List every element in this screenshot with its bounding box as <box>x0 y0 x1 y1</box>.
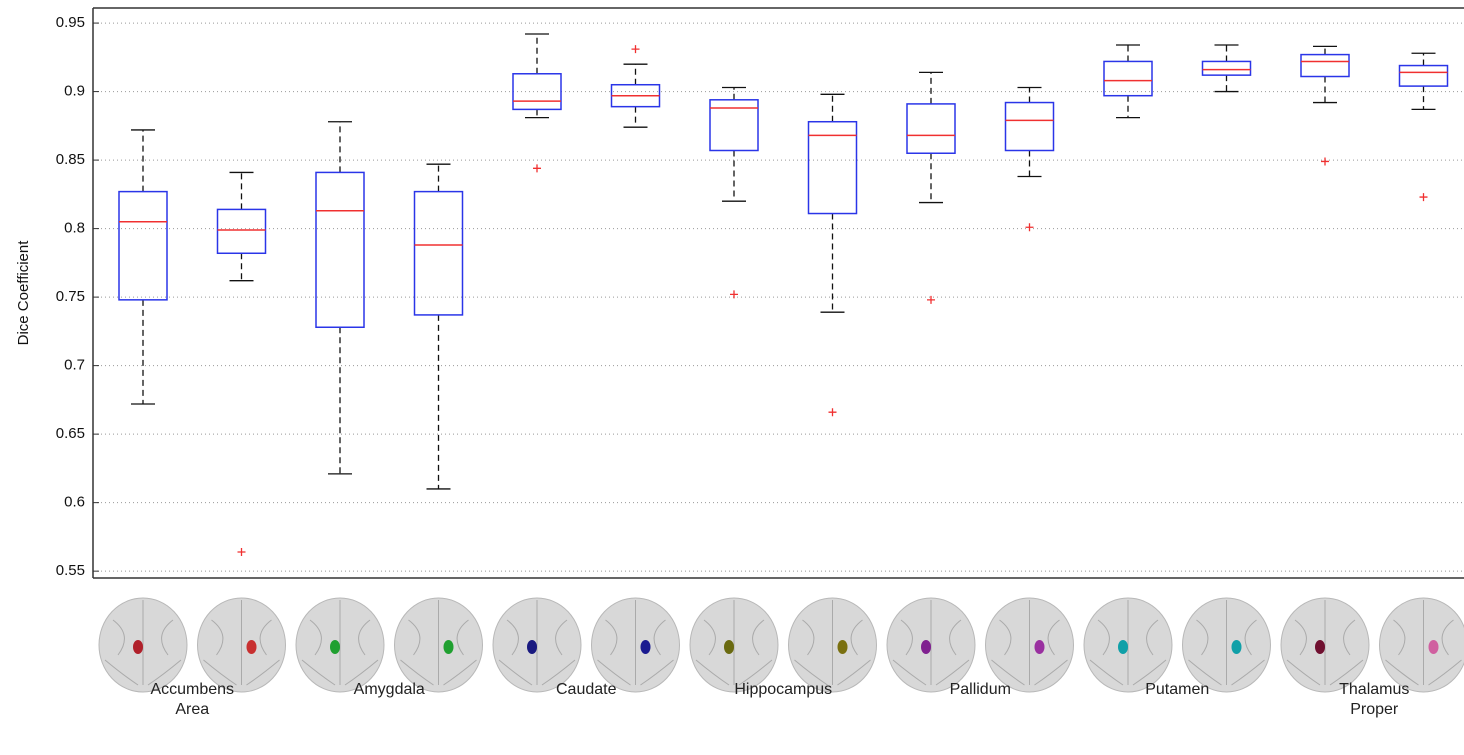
brain-thumbnail <box>296 598 384 692</box>
brain-region <box>527 640 537 654</box>
brain-region <box>1429 640 1439 654</box>
y-tick-label: 0.95 <box>56 14 85 31</box>
y-tick-label: 0.65 <box>56 425 85 442</box>
brain-thumbnail <box>1084 598 1172 692</box>
brain-region <box>838 640 848 654</box>
brain-thumbnail <box>592 598 680 692</box>
y-axis-label: Dice Coefficient <box>15 240 32 346</box>
box <box>1006 103 1054 151</box>
chart: Dice Coefficient 0.55 0.6 0.65 0.7 0.75 0.8 0.… <box>0 0 1464 755</box>
brain-thumbnail <box>690 598 778 692</box>
brain-shape <box>1380 598 1464 692</box>
outlier <box>533 164 541 172</box>
box <box>119 192 167 300</box>
outlier <box>829 408 837 416</box>
brain-region <box>724 640 734 654</box>
brain-region <box>641 640 651 654</box>
brain-thumbnail <box>887 598 975 692</box>
outlier <box>238 548 246 556</box>
brain-region <box>1035 640 1045 654</box>
outlier <box>632 45 640 53</box>
box <box>1203 61 1251 75</box>
box <box>1104 61 1152 95</box>
outlier <box>730 290 738 298</box>
brain-thumbnail <box>395 598 483 692</box>
group-label: Putamen <box>1145 680 1209 700</box>
brain-thumbnail <box>1183 598 1271 692</box>
y-tick-label: 0.7 <box>64 357 85 374</box>
group-label: Thalamus Proper <box>1339 680 1409 720</box>
brain-region <box>444 640 454 654</box>
y-tick-label: 0.75 <box>56 288 85 305</box>
brain-region <box>1232 640 1242 654</box>
outlier <box>1321 157 1329 165</box>
brain-thumbnail <box>1281 598 1369 692</box>
brain-region <box>247 640 257 654</box>
box <box>218 209 266 253</box>
brain-region <box>1315 640 1325 654</box>
outlier <box>1026 223 1034 231</box>
y-tick-label: 0.55 <box>56 562 85 579</box>
group-label: Pallidum <box>950 680 1011 700</box>
y-tick-label: 0.8 <box>64 220 85 237</box>
brain-thumbnail <box>99 598 187 692</box>
group-label: Amygdala <box>354 680 425 700</box>
brain-thumbnail <box>493 598 581 692</box>
box <box>316 172 364 327</box>
brain-region <box>921 640 931 654</box>
page: {"chart_data": {"type": "box", "y_label"… <box>0 0 1464 755</box>
y-tick-label: 0.9 <box>64 83 85 100</box>
box <box>1301 55 1349 77</box>
brain-thumbnail <box>1380 598 1464 692</box>
box <box>1400 66 1448 87</box>
brain-region <box>1118 640 1128 654</box>
group-label: Hippocampus <box>734 680 832 700</box>
brain-thumbnail <box>198 598 286 692</box>
y-tick-label: 0.6 <box>64 494 85 511</box>
outlier <box>1420 193 1428 201</box>
brain-thumbnail <box>986 598 1074 692</box>
group-label: Accumbens Area <box>150 680 234 720</box>
y-tick-label: 0.85 <box>56 151 85 168</box>
box <box>907 104 955 153</box>
box <box>415 192 463 315</box>
brain-region <box>330 640 340 654</box>
brain-region <box>133 640 143 654</box>
brain-thumbnail <box>789 598 877 692</box>
group-label: Caudate <box>556 680 617 700</box>
